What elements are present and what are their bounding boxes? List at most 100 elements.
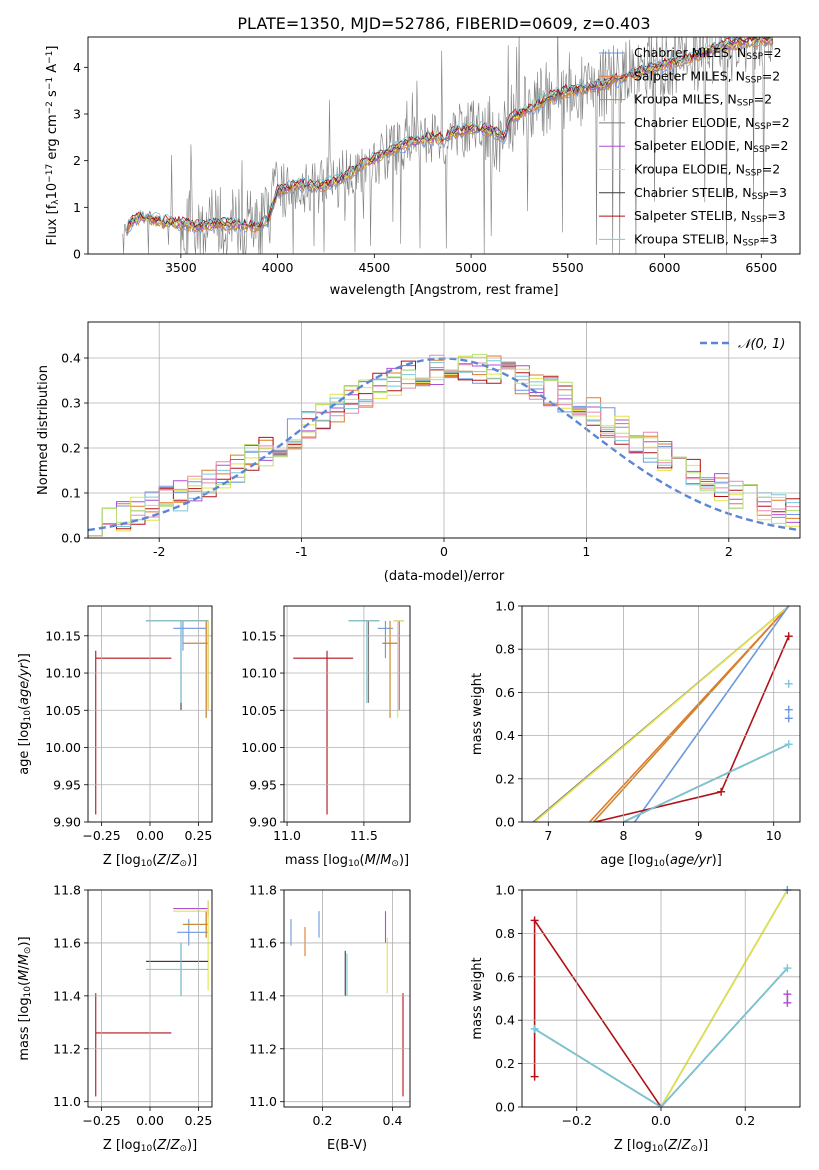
data-point xyxy=(181,620,209,711)
x-tick-label: 2 xyxy=(725,544,733,559)
y-tick-label: 11.0 xyxy=(249,1094,277,1109)
x-tick-label: 0.25 xyxy=(185,1113,213,1128)
x-tick-label: 8 xyxy=(619,828,627,843)
panel-mass-vs-Z: −0.25 0.00 0.25 11.0 11.2 11.4 11.6 11.8 Z [log1… xyxy=(17,883,213,1154)
y-tick-label: 10.00 xyxy=(241,740,277,755)
data-point xyxy=(173,900,209,917)
y-tick-label: 1 xyxy=(73,200,81,215)
data-point xyxy=(393,620,404,718)
y-tick-label: 0.2 xyxy=(495,771,515,786)
y-tick-label: 2 xyxy=(73,153,81,168)
x-axis-label: age [log10(age/yr)] xyxy=(600,853,722,869)
y-tick-label: 11.6 xyxy=(53,935,81,950)
data-point xyxy=(182,911,209,938)
x-tick-label: −0.25 xyxy=(82,828,120,843)
x-tick-label: 0.00 xyxy=(136,828,164,843)
y-tick-label: 9.95 xyxy=(249,777,277,792)
x-axis-label: Z [log10(Z/Z⊙)] xyxy=(103,1138,197,1154)
y-tick-label: 0.0 xyxy=(61,531,81,546)
y-tick-label: 0.0 xyxy=(495,1100,515,1115)
weight-marker xyxy=(784,632,793,641)
x-tick-label: 0.25 xyxy=(185,828,213,843)
y-tick-label: 1.0 xyxy=(495,599,515,614)
x-axis-label: (data-model)/error xyxy=(384,569,505,584)
weight-line xyxy=(589,606,790,822)
legend-label: 𝒩(0, 1) xyxy=(738,337,785,352)
legend-label: Chabrier STELIB, NSSP=3 xyxy=(634,185,787,202)
legend-label: Chabrier MILES, NSSP=2 xyxy=(634,45,782,62)
y-tick-label: 11.0 xyxy=(53,1094,81,1109)
x-tick-label: 7 xyxy=(544,828,552,843)
plot-area xyxy=(95,620,209,815)
legend-label: Kroupa ELODIE, NSSP=2 xyxy=(634,162,780,179)
legend-label: Salpeter ELODIE, NSSP=2 xyxy=(634,138,788,155)
y-tick-label: 0.8 xyxy=(495,926,515,941)
x-axis-label: Z [log10(Z/Z⊙)] xyxy=(103,853,197,869)
panel-spectrum: 3500 4000 4500 5000 5500 6000 6500 0 1 2 3 4 wavelen… xyxy=(45,36,801,298)
x-tick-label: 0.00 xyxy=(136,1113,164,1128)
model-spectrum-line xyxy=(126,37,774,235)
x-tick-label: 4000 xyxy=(262,260,294,275)
x-tick-label: 6500 xyxy=(745,260,777,275)
x-tick-label: 3500 xyxy=(165,260,197,275)
x-tick-label: 0.4 xyxy=(383,1113,403,1128)
data-point xyxy=(394,620,404,711)
legend-label: Kroupa STELIB, NSSP=3 xyxy=(634,231,778,248)
x-axis-label: wavelength [Angstrom, rest frame] xyxy=(330,283,559,298)
y-tick-label: 0.8 xyxy=(495,642,515,657)
y-tick-label: 0.6 xyxy=(495,685,515,700)
data-point xyxy=(146,620,209,703)
axes-frame xyxy=(521,605,801,823)
y-tick-label: 0.4 xyxy=(495,1013,515,1028)
x-tick-label: 10 xyxy=(766,828,782,843)
weight-line xyxy=(533,917,662,1107)
weight-marker xyxy=(783,998,792,1007)
panel-mass-vs-EBV: 0.2 0.4 11.0 11.2 11.4 11.6 11.8 E(B-V) xyxy=(249,883,411,1153)
x-tick-label: -1 xyxy=(295,544,307,559)
observed-spectrum xyxy=(122,37,773,254)
panel-weight-vs-age: 7 8 9 10 0.0 0.2 0.4 0.6 0.8 1.0 age [log10(age/yr… xyxy=(470,599,801,869)
x-tick-label: 4500 xyxy=(358,260,390,275)
weight-marker xyxy=(530,1024,539,1033)
weight-line xyxy=(594,635,790,822)
y-tick-label: 11.2 xyxy=(53,1041,81,1056)
y-tick-label: 10.15 xyxy=(45,628,81,643)
weight-line xyxy=(634,606,790,822)
weight-marker xyxy=(784,740,793,749)
y-tick-label: 1.0 xyxy=(495,883,515,898)
weight-marker xyxy=(783,990,792,999)
weight-line xyxy=(534,606,790,822)
axes-frame xyxy=(87,605,213,823)
plot-area xyxy=(293,620,404,815)
weight-marker xyxy=(784,705,793,714)
y-axis-label: mass [log10(M/M⊙)] xyxy=(17,936,33,1060)
y-tick-label: 9.95 xyxy=(53,777,81,792)
legend: 𝒩(0, 1) xyxy=(700,337,785,352)
panel-weight-vs-Z: −0.2 0.0 0.2 0.0 0.2 0.4 0.6 0.8 1.0 Z [log10(Z/Z… xyxy=(470,883,801,1154)
data-point xyxy=(177,919,209,946)
data-point xyxy=(146,942,209,996)
y-tick-label: 11.4 xyxy=(53,988,81,1003)
x-tick-label: 0.0 xyxy=(651,1113,671,1128)
x-axis-label: Z [log10(Z/Z⊙)] xyxy=(614,1138,708,1154)
data-point xyxy=(377,620,394,659)
panel-age-vs-Z: −0.25 0.00 0.25 9.90 9.95 10.00 10.05 10.10 10.1… xyxy=(17,605,213,869)
plot-area xyxy=(532,606,790,822)
y-tick-label: 0.6 xyxy=(495,969,515,984)
y-tick-label: 11.2 xyxy=(249,1041,277,1056)
axes-frame xyxy=(521,889,801,1108)
y-tick-label: 11.4 xyxy=(249,988,277,1003)
y-tick-label: 10.05 xyxy=(241,703,277,718)
legend-label: Chabrier ELODIE, NSSP=2 xyxy=(634,115,790,132)
y-axis-label: mass weight xyxy=(470,957,485,1039)
y-tick-label: 11.8 xyxy=(53,883,81,898)
weight-marker xyxy=(530,1072,539,1081)
y-tick-label: 10.15 xyxy=(241,628,277,643)
plot-area xyxy=(290,911,404,1097)
model-spectrum-line xyxy=(126,37,774,230)
figure-title: PLATE=1350, MJD=52786, FIBERID=0609, z=0… xyxy=(237,14,650,33)
weight-marker xyxy=(783,964,792,973)
data-point xyxy=(382,620,398,718)
x-axis-label: mass [log10(M/M⊙)] xyxy=(285,853,409,869)
